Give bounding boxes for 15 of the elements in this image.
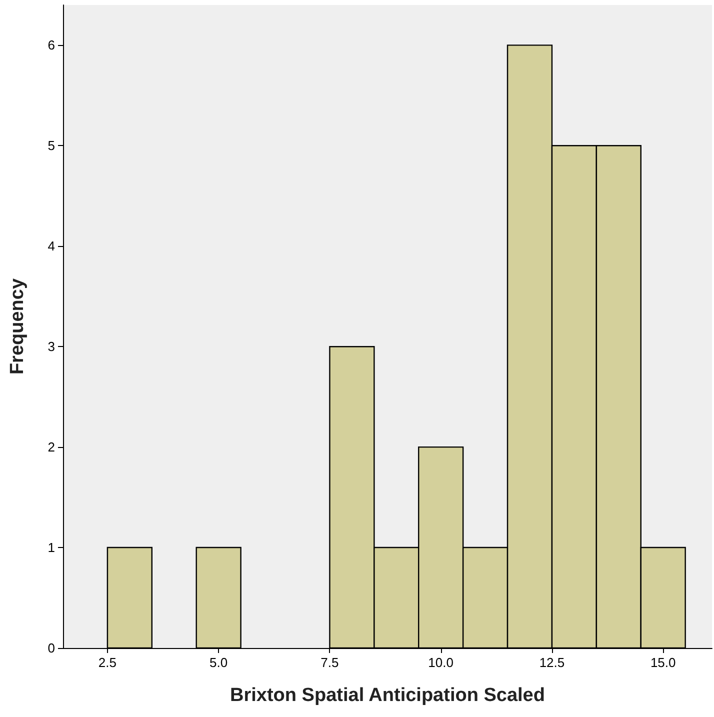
x-tick-label: 7.5 xyxy=(320,655,339,670)
y-tick-label: 3 xyxy=(48,339,55,354)
y-tick-label: 0 xyxy=(48,640,55,656)
y-tick-label: 4 xyxy=(48,238,55,254)
x-tick-label: 10.0 xyxy=(428,655,454,670)
x-tick-label: 12.5 xyxy=(539,655,565,670)
x-tick-label: 2.5 xyxy=(98,655,116,670)
x-axis-title: Brixton Spatial Anticipation Scaled xyxy=(230,685,545,706)
y-tick-label: 1 xyxy=(48,540,55,556)
y-axis-title: Frequency xyxy=(7,278,28,375)
y-tick-label: 2 xyxy=(48,440,55,455)
x-tick-label: 5.0 xyxy=(210,655,228,670)
y-tick-label: 6 xyxy=(48,38,55,53)
x-tick-label: 15.0 xyxy=(650,655,676,670)
y-tick-label: 5 xyxy=(48,138,55,154)
